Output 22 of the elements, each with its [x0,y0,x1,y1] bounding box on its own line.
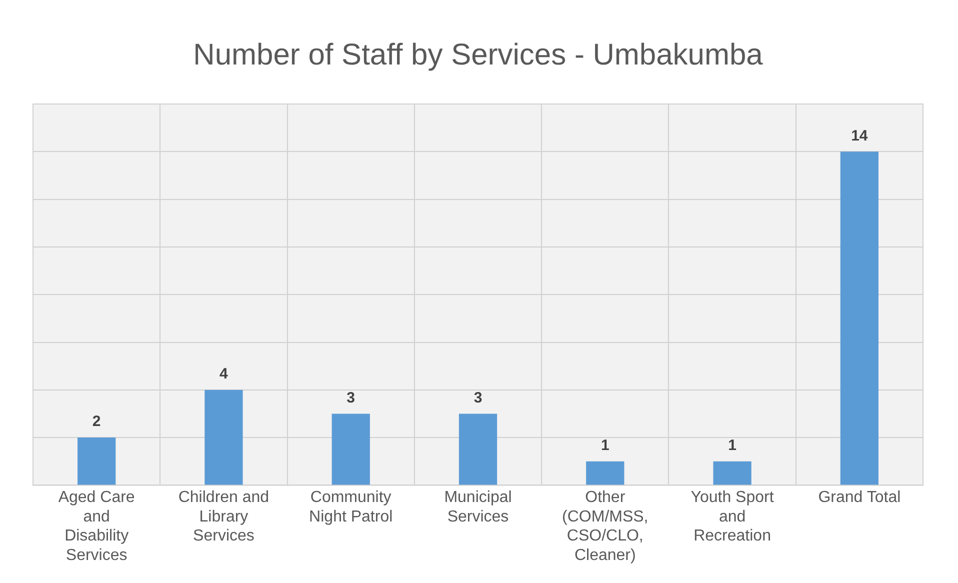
bar [458,414,498,485]
data-label: 2 [92,413,101,430]
chart-title: Number of Staff by Services - Umbakumba [193,38,764,72]
data-label: 1 [600,437,610,454]
x-tick-label: Community Night Patrol [309,489,393,526]
data-label: 1 [728,437,736,454]
bar [840,152,878,485]
bar [586,461,624,485]
bar [332,414,370,485]
data-label: 3 [474,389,482,406]
x-tick-label: Aged Care and Disability Services [58,489,135,564]
x-tick-label: Grand Total [818,489,901,506]
x-tick-label: Other (COM/MSS, CSO/CLO, Cleaner) [562,489,648,564]
x-tick-label: Municipal Services [444,489,512,526]
data-label: 14 [851,127,868,144]
bar [204,390,243,485]
bar [713,461,752,485]
bar [78,438,116,485]
data-label: 3 [346,389,356,406]
x-tick-label: Youth Sport and Recreation [690,489,774,545]
data-label: 4 [220,366,229,383]
x-tick-label: Children and Library Services [178,489,270,545]
